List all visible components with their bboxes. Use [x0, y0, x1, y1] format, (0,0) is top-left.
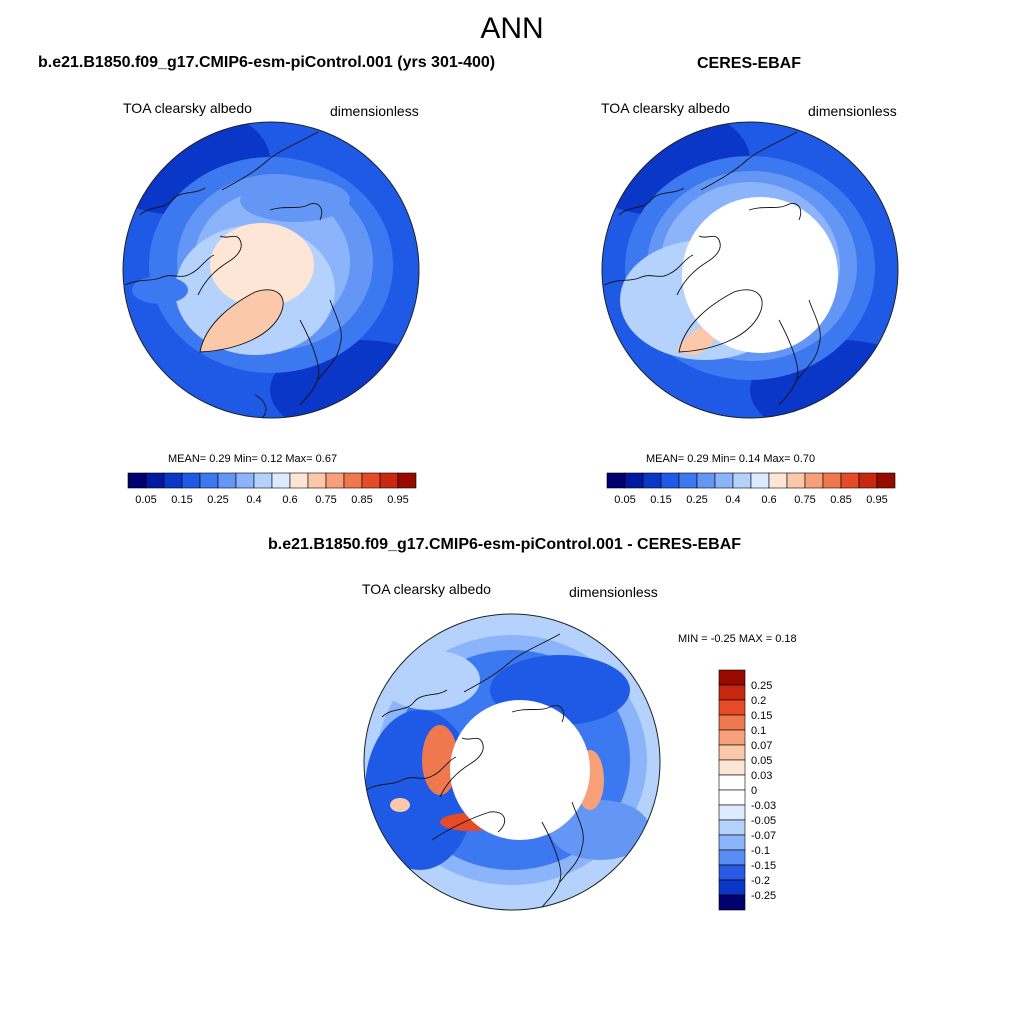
colorbar-swatch	[235, 472, 255, 489]
panel2-title: CERES-EBAF	[697, 55, 802, 72]
colorbar-swatch	[718, 879, 746, 896]
colorbar-swatch	[718, 744, 746, 761]
colorbar-ceres: 0.05 0.15 0.25 0.4 0.6 0.75 0.85 0.95	[606, 472, 896, 506]
colorbar-swatch	[718, 729, 746, 746]
colorbar-swatch	[660, 472, 680, 489]
colorbar-swatch	[718, 804, 746, 821]
colorbar-swatch	[642, 472, 662, 489]
colorbar-swatch	[858, 472, 878, 489]
colorbar-swatch	[199, 472, 219, 489]
colorbar-swatch	[840, 472, 860, 489]
panel2-stats: MEAN= 0.29 Min= 0.14 Max= 0.70	[646, 453, 816, 465]
colorbar-tick-label: 0.85	[351, 494, 372, 506]
colorbar-swatch	[361, 472, 381, 489]
colorbar-tick-label: 0.75	[794, 494, 815, 506]
colorbar-swatch	[718, 864, 746, 881]
colorbar-swatch	[397, 472, 417, 489]
colorbar-swatch	[718, 789, 746, 806]
map-difference	[363, 613, 661, 911]
colorbar-swatch	[678, 472, 698, 489]
colorbar-tick-label: 0	[751, 785, 757, 797]
colorbar-swatch	[750, 472, 770, 489]
colorbar-swatch	[145, 472, 165, 489]
panel1-title: b.e21.B1850.f09_g17.CMIP6-esm-piControl.…	[38, 54, 496, 71]
colorbar-tick-label: 0.05	[614, 494, 635, 506]
colorbar-tick-label: 0.95	[866, 494, 887, 506]
colorbar-tick-label: -0.1	[751, 845, 770, 857]
colorbar-tick-label: 0.95	[387, 494, 408, 506]
colorbar-tick-label: 0.6	[761, 494, 776, 506]
colorbar-tick-label: 0.85	[830, 494, 851, 506]
colorbar-swatch	[253, 472, 273, 489]
colorbar-swatch	[714, 472, 734, 489]
colorbar-tick-label: 0.25	[751, 680, 772, 692]
colorbar-swatch	[325, 472, 345, 489]
colorbar-tick-label: -0.05	[751, 815, 776, 827]
colorbar-swatch	[768, 472, 788, 489]
colorbar-swatch	[718, 714, 746, 731]
colorbar-swatch	[718, 759, 746, 776]
colorbar-swatch	[732, 472, 752, 489]
panel3-variable-label: TOA clearsky albedo	[362, 581, 491, 597]
panel2-units-label: dimensionless	[808, 103, 897, 119]
colorbar-swatch	[696, 472, 716, 489]
colorbar-swatch	[127, 472, 147, 489]
colorbar-swatch	[181, 472, 201, 489]
colorbar-swatch	[307, 472, 327, 489]
colorbar-swatch	[718, 834, 746, 851]
colorbar-swatch	[876, 472, 896, 489]
colorbar-model: 0.05 0.15 0.25 0.4 0.6 0.75 0.85 0.95	[127, 472, 417, 506]
colorbar-tick-label: 0.03	[751, 770, 772, 782]
colorbar-swatch	[606, 472, 626, 489]
colorbar-tick-label: 0.15	[751, 710, 772, 722]
panel2-variable-label: TOA clearsky albedo	[601, 100, 730, 116]
colorbar-swatch	[786, 472, 806, 489]
colorbar-swatch	[217, 472, 237, 489]
colorbar-swatch	[822, 472, 842, 489]
map-model	[122, 121, 420, 419]
colorbar-tick-label: -0.07	[751, 830, 776, 842]
panel3-stats: MIN = -0.25 MAX = 0.18	[678, 633, 797, 645]
colorbar-tick-label: -0.2	[751, 875, 770, 887]
colorbar-tick-label: 0.05	[751, 755, 772, 767]
colorbar-tick-label: 0.1	[751, 725, 766, 737]
colorbar-swatch	[343, 472, 363, 489]
panel3-units-label: dimensionless	[569, 584, 658, 600]
colorbar-swatch	[624, 472, 644, 489]
panel1-variable-label: TOA clearsky albedo	[123, 100, 252, 116]
colorbar-tick-label: -0.25	[751, 890, 776, 902]
colorbar-swatch	[718, 774, 746, 791]
colorbar-difference: 0.25 0.2 0.15 0.1 0.07 0.05 0.03 0 -0.03 -0.05 -0.…	[718, 669, 776, 911]
colorbar-swatch	[718, 699, 746, 716]
colorbar-tick-label: 0.75	[315, 494, 336, 506]
figure-title: ANN	[480, 12, 544, 45]
colorbar-tick-label: -0.03	[751, 800, 776, 812]
colorbar-tick-label: 0.15	[171, 494, 192, 506]
colorbar-tick-label: 0.05	[135, 494, 156, 506]
colorbar-swatch	[804, 472, 824, 489]
colorbar-tick-label: 0.25	[207, 494, 228, 506]
colorbar-swatch	[271, 472, 291, 489]
colorbar-swatch	[718, 669, 746, 686]
colorbar-tick-label: 0.4	[246, 494, 261, 506]
colorbar-swatch	[718, 849, 746, 866]
colorbar-swatch	[379, 472, 399, 489]
colorbar-tick-label: 0.4	[725, 494, 740, 506]
panel1-units-label: dimensionless	[330, 103, 419, 119]
colorbar-tick-label: -0.15	[751, 860, 776, 872]
panel3-title: b.e21.B1850.f09_g17.CMIP6-esm-piControl.…	[268, 536, 742, 553]
map-ceres	[601, 121, 899, 419]
colorbar-tick-label: 0.2	[751, 695, 766, 707]
colorbar-tick-label: 0.6	[282, 494, 297, 506]
colorbar-swatch	[718, 894, 746, 911]
colorbar-swatch	[289, 472, 309, 489]
colorbar-tick-label: 0.07	[751, 740, 772, 752]
colorbar-swatch	[718, 819, 746, 836]
colorbar-tick-label: 0.15	[650, 494, 671, 506]
colorbar-swatch	[718, 684, 746, 701]
panel1-stats: MEAN= 0.29 Min= 0.12 Max= 0.67	[168, 453, 338, 465]
colorbar-swatch	[163, 472, 183, 489]
colorbar-tick-label: 0.25	[686, 494, 707, 506]
